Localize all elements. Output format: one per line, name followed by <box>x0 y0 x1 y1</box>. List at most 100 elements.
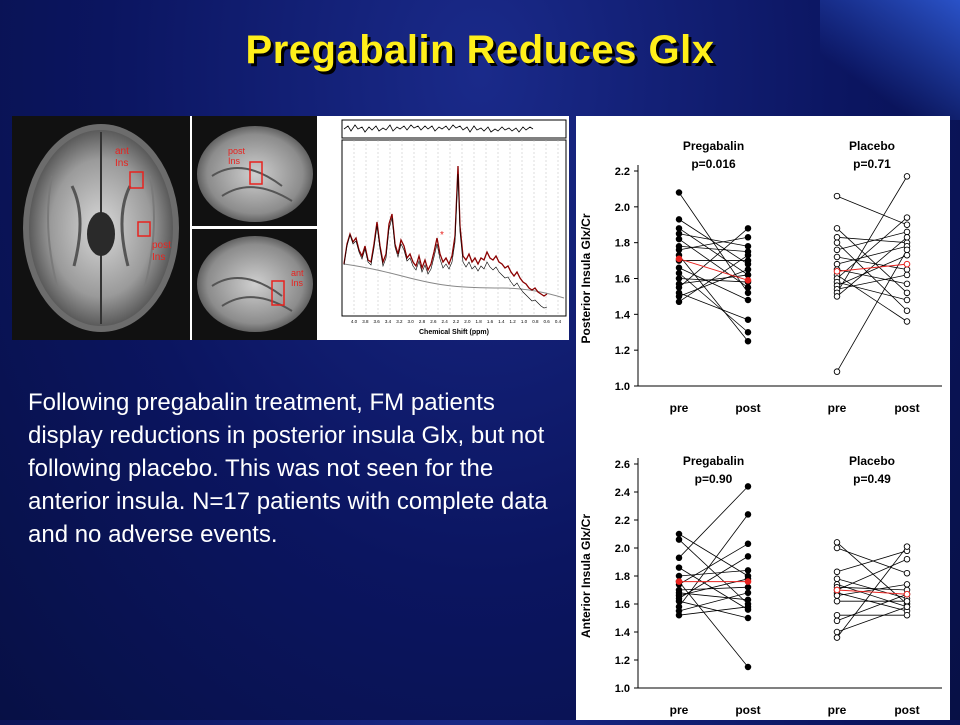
glx-charts: 1.0 1.2 1.4 1.6 1.8 2.0 2.2 Posterior Insula Gl… <box>579 139 942 717</box>
subject-line <box>678 245 749 253</box>
subject-line <box>678 228 749 288</box>
data-point <box>744 663 752 671</box>
mrs-spectrum: * 4.0 3.8 3.6 3.4 3.2 3.0 2.8 2.6 2.4 2.2 2.0 1.8 1.… <box>341 119 567 336</box>
data-point <box>903 555 911 563</box>
subject-line <box>836 176 908 294</box>
subject-line <box>678 236 749 251</box>
subject-line <box>678 233 749 247</box>
data-point <box>903 221 911 228</box>
data-point <box>675 572 683 580</box>
data-point <box>675 216 683 223</box>
subject-line <box>678 586 749 591</box>
subject-line <box>836 547 908 574</box>
mean-line <box>836 263 908 272</box>
data-point <box>833 568 841 576</box>
subject-line <box>678 254 749 342</box>
y-tick-label: 1.2 <box>615 345 630 357</box>
data-point <box>903 266 911 273</box>
mri-label-ant-2: Ins <box>115 158 128 169</box>
data-point <box>675 235 683 243</box>
data-point <box>833 234 841 241</box>
mean-point <box>833 586 841 594</box>
x-category-label: post <box>735 703 760 717</box>
y-axis-label: Posterior Insula Glx/Cr <box>579 213 593 343</box>
glx-chart-posterior: 1.0 1.2 1.4 1.6 1.8 2.0 2.2 Posterior Insula Gl… <box>579 139 942 415</box>
spectrum-tick-label: 0.6 <box>544 319 551 324</box>
subject-line <box>836 256 908 270</box>
y-tick-label: 2.4 <box>615 487 631 499</box>
group-title: Pregabalin <box>683 139 744 153</box>
y-tick-label: 2.6 <box>615 459 630 471</box>
spectrum-tick-label: 3.2 <box>396 319 403 324</box>
data-point <box>833 260 841 268</box>
data-point <box>833 293 841 300</box>
data-point <box>744 225 752 232</box>
mri-label-post-2: Ins <box>152 252 165 263</box>
subject-line <box>836 269 908 285</box>
data-point <box>744 328 752 336</box>
subject-line <box>678 278 749 283</box>
y-tick-label: 1.8 <box>615 571 630 583</box>
data-point <box>903 603 911 611</box>
y-tick-label: 1.6 <box>615 274 630 286</box>
subject-line <box>836 550 908 573</box>
x-category-label: pre <box>828 401 847 415</box>
spectrum-tick-label: 3.0 <box>408 319 415 324</box>
data-point <box>903 307 911 314</box>
y-tick-label: 2.0 <box>615 202 630 214</box>
subject-line <box>678 600 749 619</box>
data-point <box>744 316 752 323</box>
data-point <box>903 597 911 605</box>
mri-label-post-1: post <box>152 240 171 251</box>
spectrum-tick-label: 2.8 <box>419 319 426 324</box>
data-point <box>903 246 911 254</box>
subject-line <box>678 219 749 265</box>
spectrum-x-axis-label: Chemical Shift (ppm) <box>419 329 489 336</box>
subject-line <box>678 514 749 608</box>
x-category-label: pre <box>828 703 847 717</box>
x-category-label: pre <box>670 401 689 415</box>
data-point <box>833 544 841 552</box>
data-point <box>675 269 683 277</box>
subject-line <box>836 281 908 301</box>
data-point <box>744 567 752 574</box>
data-point <box>833 617 841 625</box>
mri-label-sag-top-2: Ins <box>228 156 241 166</box>
y-tick-label: 1.8 <box>615 238 630 250</box>
data-point <box>833 246 841 254</box>
data-point <box>833 575 841 583</box>
subject-line <box>678 570 749 577</box>
x-category-label: post <box>894 703 919 717</box>
subject-line <box>836 236 908 297</box>
y-tick-label: 2.0 <box>615 543 630 555</box>
roi-box-ant-sag <box>271 280 285 306</box>
subject-line <box>678 272 749 333</box>
data-point <box>833 253 841 261</box>
spectrum-tick-label: 1.8 <box>476 319 483 324</box>
mean-point <box>833 268 841 275</box>
data-point <box>744 603 752 611</box>
spectrum-tick-label: 3.8 <box>362 319 369 324</box>
subject-line <box>836 586 908 591</box>
data-point <box>675 189 683 196</box>
data-point <box>675 564 683 571</box>
spectrum-tick-label: 2.0 <box>464 319 471 324</box>
subject-line <box>836 584 908 608</box>
data-point <box>744 540 752 548</box>
data-point <box>833 597 841 605</box>
subject-line <box>678 592 749 601</box>
data-point <box>903 581 911 588</box>
mean-line <box>836 589 908 595</box>
data-point <box>744 553 752 560</box>
subject-line <box>836 274 908 322</box>
data-point <box>675 611 683 619</box>
data-point <box>744 483 752 490</box>
x-category-label: pre <box>670 703 689 717</box>
y-tick-label: 1.6 <box>615 599 630 611</box>
mean-line <box>678 258 749 281</box>
y-tick-label: 1.2 <box>615 655 630 667</box>
spectrum-tick-label: 1.6 <box>487 319 494 324</box>
data-point <box>903 611 911 619</box>
y-tick-label: 1.0 <box>615 381 630 393</box>
spectrum-tick-label: 1.2 <box>510 319 517 324</box>
